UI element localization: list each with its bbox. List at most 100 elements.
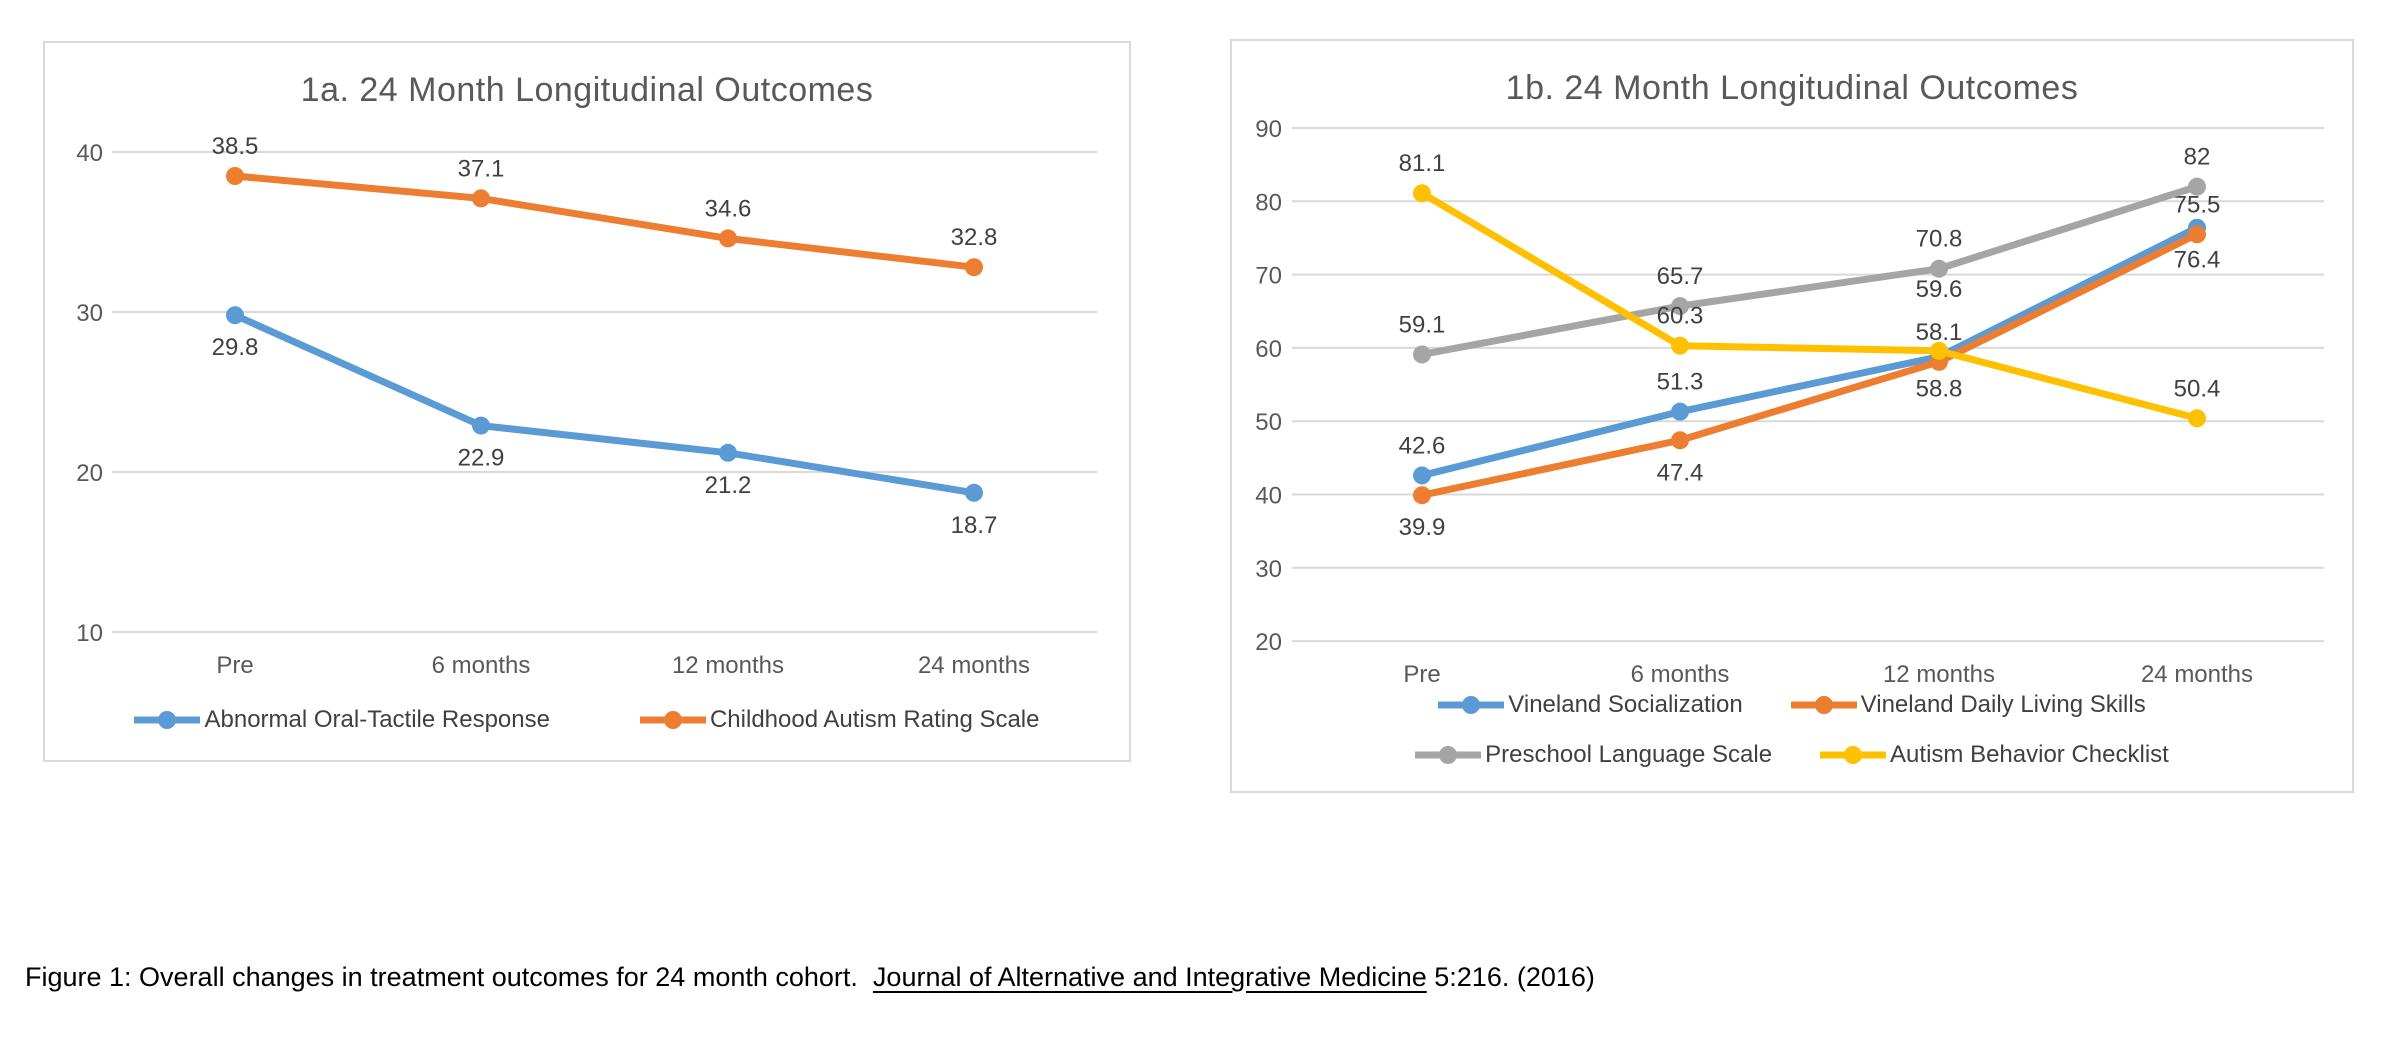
y-axis-tick-label: 20 [76, 460, 103, 487]
y-axis-tick-label: 60 [1255, 336, 1282, 363]
legend-dot [1462, 696, 1481, 714]
data-point-label: 32.8 [951, 224, 998, 251]
data-point-label: 50.4 [2174, 375, 2221, 402]
y-axis-tick-label: 30 [76, 300, 103, 327]
data-point-marker [2188, 409, 2206, 428]
legend-label: Preschool Language Scale [1485, 741, 1773, 768]
data-point-label: 22.9 [458, 445, 505, 472]
data-point-marker [719, 443, 737, 462]
y-axis-tick-label: 30 [1255, 556, 1282, 583]
legend-dot [1814, 696, 1833, 714]
data-point-marker [965, 483, 983, 502]
data-point-label: 70.8 [1916, 226, 1963, 253]
x-axis-category-label: Pre [1403, 661, 1440, 688]
legend-line-marker-icon [134, 711, 201, 729]
data-point-label: 82 [2184, 144, 2211, 171]
legend-label: Vineland Daily Living Skills [1860, 691, 2146, 718]
data-point-marker [1671, 402, 1689, 421]
chart-title-1a: 1a. 24 Month Longitudinal Outcomes [300, 71, 874, 109]
data-point-marker [2188, 177, 2206, 196]
x-axis-category-label: Pre [216, 652, 253, 679]
data-point-label: 18.7 [951, 512, 998, 539]
data-point-label: 59.6 [1916, 276, 1963, 303]
data-point-label: 29.8 [212, 334, 259, 361]
caption-journal-title: Journal of Alternative and Integrative M… [872, 962, 1427, 992]
series-line [1418, 189, 2201, 422]
x-axis-category-label: 12 months [1883, 661, 1995, 688]
x-axis-category-label: 6 months [1631, 661, 1730, 688]
data-point-marker [1413, 466, 1431, 485]
data-point-label: 76.4 [2174, 247, 2221, 274]
x-axis-category-label: 24 months [918, 652, 1030, 679]
legend-row: Vineland Socialization Vineland Daily Liv… [1232, 690, 2352, 720]
legend-line-marker-icon [1415, 746, 1482, 764]
data-point-marker [1671, 297, 1689, 316]
data-point-marker [1930, 341, 1948, 360]
caption-suffix: 5:216. (2016) [1426, 962, 1595, 992]
y-axis-tick-label: 20 [1255, 629, 1282, 656]
legend-label: Vineland Socialization [1508, 691, 1743, 718]
data-point-label: 37.1 [458, 155, 505, 182]
y-axis-tick-label: 10 [76, 620, 103, 647]
legend-line-marker-icon [639, 711, 706, 729]
plot-area-1a: 40 30 20 10 Pre 6 months 12 months 24 months 29.… [45, 43, 1129, 760]
legend-row: Abnormal Oral-Tactile Response Childhood … [45, 705, 1129, 735]
data-point-label: 75.5 [2174, 191, 2221, 218]
legend-dot [1844, 746, 1863, 764]
y-axis-tick-label: 90 [1255, 116, 1282, 143]
data-point-label: 65.7 [1657, 263, 1704, 290]
legend-label: Abnormal Oral-Tactile Response [204, 706, 550, 733]
data-point-label: 60.3 [1657, 303, 1704, 330]
legend-item: Vineland Daily Living Skills [1790, 691, 2146, 719]
x-axis-category-label: 24 months [2141, 661, 2253, 688]
legend-line-marker-icon [1438, 696, 1505, 714]
data-point-label: 38.5 [212, 133, 259, 160]
legend-label: Autism Behavior Checklist [1890, 741, 2169, 768]
legend-item: Vineland Socialization [1438, 691, 1743, 719]
data-point-marker [2188, 225, 2206, 244]
legend-dot [1439, 746, 1458, 764]
legend-item: Preschool Language Scale [1415, 741, 1772, 769]
chart-svg: 90 80 70 60 50 40 30 20 Pre 6 months 12 months 24 m… [1255, 116, 2324, 688]
data-point-marker [472, 416, 490, 435]
chart-card-1a: 1a. 24 Month Longitudinal Outcomes 40 30 2… [43, 41, 1131, 762]
chart-card-1b: 1b. 24 Month Longitudinal Outcomes 90 80 7… [1230, 39, 2354, 793]
data-point-label: 59.1 [1399, 311, 1446, 338]
chart-svg: 40 30 20 10 Pre 6 months 12 months 24 months 29.… [76, 133, 1097, 679]
chart-title-1b: 1b. 24 Month Longitudinal Outcomes [1505, 69, 2079, 107]
data-point-label: 39.9 [1399, 514, 1446, 541]
series-line [1418, 230, 2201, 499]
series-line [1418, 224, 2201, 479]
data-point-marker [472, 189, 490, 208]
data-point-label: 58.8 [1916, 376, 1963, 403]
caption-prefix: Figure 1: Overall changes in treatment o… [25, 962, 873, 992]
legend-row: Preschool Language Scale Autism Behavior … [1232, 740, 2352, 770]
legend-line-marker-icon [1820, 746, 1887, 764]
series-line [231, 172, 978, 271]
data-point-label: 81.1 [1399, 150, 1446, 177]
legend-dot [663, 711, 682, 729]
figure-caption: Figure 1: Overall changes in treatment o… [25, 962, 1595, 993]
data-point-marker [719, 229, 737, 248]
data-point-marker [1413, 345, 1431, 364]
data-point-marker [1671, 431, 1689, 450]
data-point-marker [1671, 336, 1689, 355]
data-point-marker [226, 167, 244, 185]
legend-dot [158, 711, 177, 729]
x-axis-category-label: 12 months [672, 652, 784, 679]
data-point-label: 21.2 [705, 472, 752, 499]
y-axis-tick-label: 80 [1255, 189, 1282, 216]
data-point-label: 51.3 [1657, 369, 1704, 396]
series-line [231, 311, 978, 497]
legend-item: Abnormal Oral-Tactile Response [134, 706, 550, 734]
legend-item: Childhood Autism Rating Scale [639, 706, 1040, 734]
x-axis-category-label: 6 months [432, 652, 531, 679]
y-axis-tick-label: 50 [1255, 409, 1282, 436]
data-point-marker [1413, 486, 1431, 505]
data-point-marker [1413, 184, 1431, 203]
data-point-label: 42.6 [1399, 432, 1446, 459]
data-point-marker [965, 258, 983, 277]
legend-label: Childhood Autism Rating Scale [709, 706, 1040, 733]
plot-area-1b: 90 80 70 60 50 40 30 20 Pre 6 months 12 months 24 m… [1232, 41, 2352, 791]
